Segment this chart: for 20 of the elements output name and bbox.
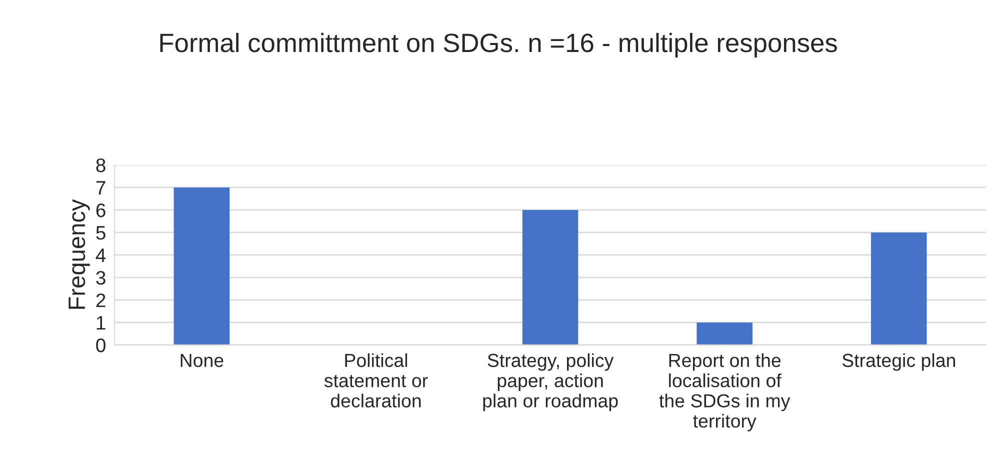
y-axis-title: Frequency xyxy=(68,199,90,309)
y-tick-label: 1 xyxy=(96,316,106,330)
y-tick-label: 5 xyxy=(96,226,106,240)
y-tick-label: 7 xyxy=(96,181,106,195)
x-tick-label: Strategy, policy paper, action plan or roadmap xyxy=(483,353,618,412)
y-tick-label: 2 xyxy=(96,293,106,308)
chart-title: Formal committment on SDGs. n =16 - multiple responses xyxy=(160,32,837,58)
x-tick-label: None xyxy=(180,354,224,368)
y-tick-label: 6 xyxy=(96,203,106,218)
y-tick-label: 4 xyxy=(96,248,106,262)
y-tick-label: 8 xyxy=(96,158,106,172)
y-tick-label: 0 xyxy=(96,338,106,352)
y-tick-label: 3 xyxy=(96,270,106,285)
bar xyxy=(522,210,578,345)
x-tick-label: Strategic plan xyxy=(842,353,955,371)
bar xyxy=(174,187,230,345)
x-tick-label: Political statement or declaration xyxy=(324,353,428,408)
bar xyxy=(696,322,752,345)
x-tick-label: Report on the localisation of the SDGs in my territory xyxy=(659,353,790,432)
bar xyxy=(871,232,927,345)
